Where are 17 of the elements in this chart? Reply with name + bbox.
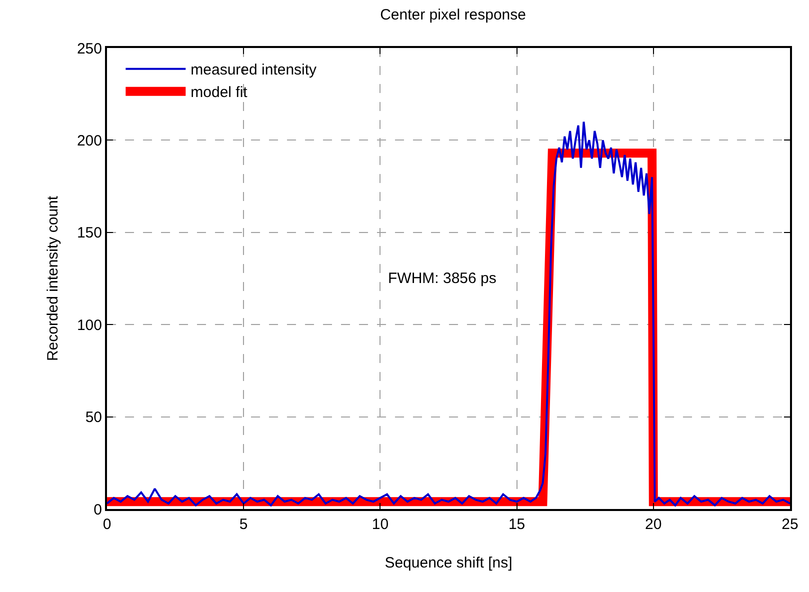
y-tick-label: 0	[94, 501, 102, 518]
y-tick-label: 100	[76, 316, 102, 334]
legend-label: model fit	[190, 84, 248, 102]
y-tick-label: 150	[76, 224, 102, 242]
x-tick-label: 25	[782, 516, 798, 533]
x-tick-label: 5	[239, 516, 248, 533]
y-tick-label: 250	[76, 40, 102, 58]
x-tick-label: 10	[372, 516, 389, 533]
y-tick-label: 200	[76, 132, 102, 150]
y-axis-title: Recorded intensity count	[44, 195, 62, 362]
legend-label: measured intensity	[190, 62, 318, 79]
chart-title: Center pixel response	[380, 6, 526, 24]
x-tick-label: 15	[508, 516, 526, 533]
x-tick-label: 20	[645, 516, 662, 533]
annotation: FWHM: 3856 ps	[388, 270, 496, 287]
y-tick-label: 50	[85, 409, 102, 426]
x-axis-title: Sequence shift [ns]	[384, 554, 512, 572]
